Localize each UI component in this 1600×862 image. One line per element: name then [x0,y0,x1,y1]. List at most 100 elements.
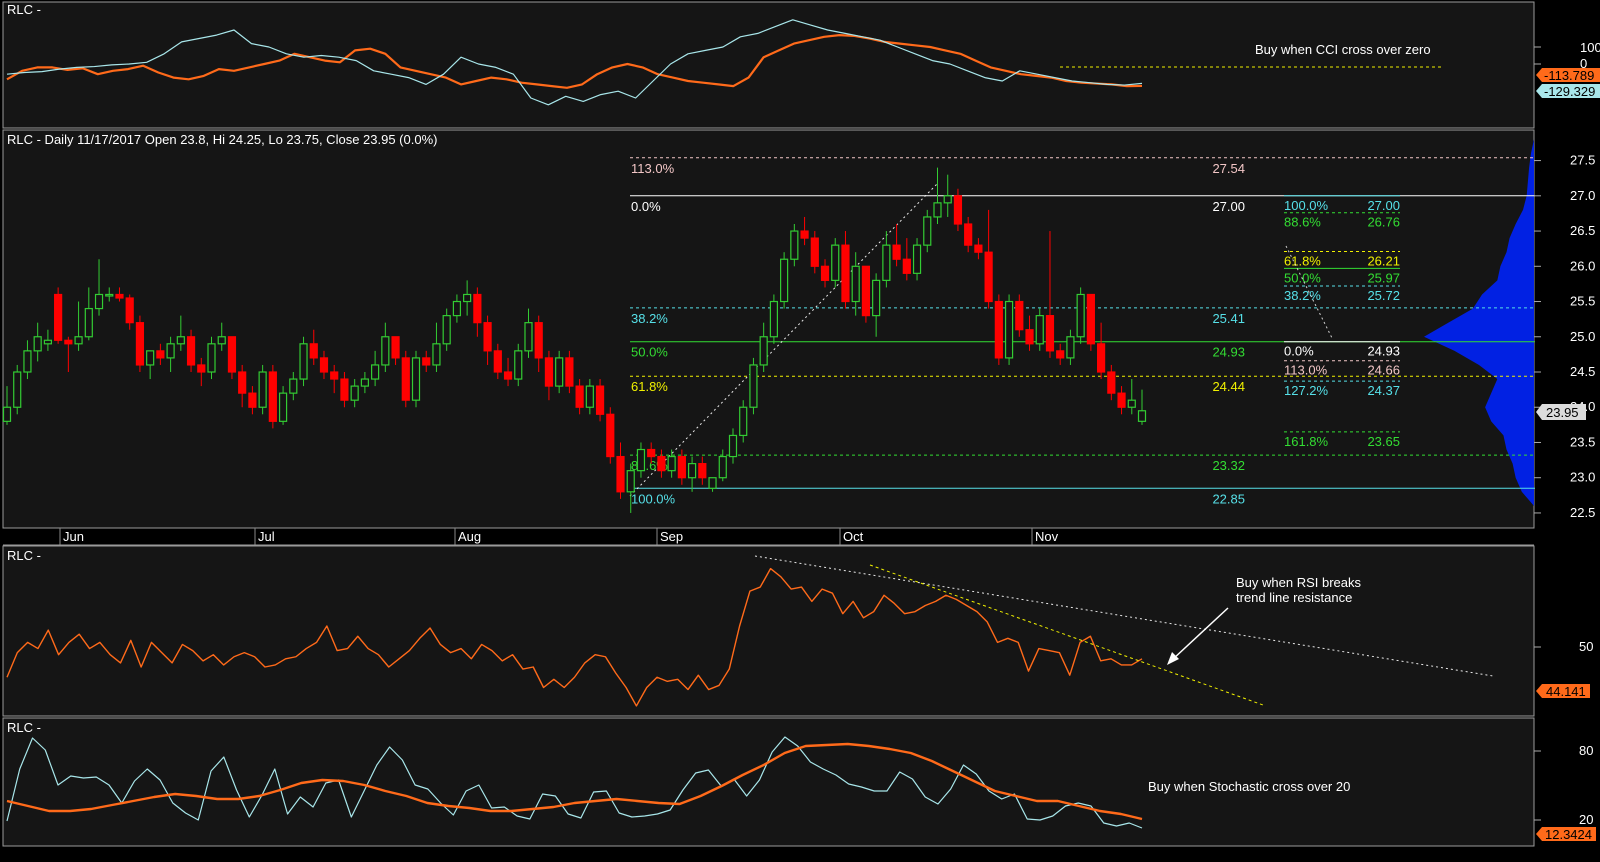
rsi-pane-title: RLC - [7,548,41,563]
candle-body-88 [902,258,911,274]
candle-body-58 [595,385,605,415]
candle-body-93 [953,195,963,225]
candle-body-34 [350,385,359,401]
fib-right-price-3: 25.97 [1367,270,1400,285]
fib-right-label-1: 88.6% [1284,215,1321,230]
price-tick-label-3: 26.0 [1570,258,1595,273]
candle-body-35 [360,378,369,387]
candle-body-98 [1004,300,1014,359]
rsi-annotation-line2: trend line resistance [1236,590,1352,605]
candle-body-6 [64,339,73,345]
candle-body-45 [463,293,472,303]
rsi-last-value-tag [1536,684,1590,698]
candle-body-0 [2,406,12,422]
fib-right-price-4: 25.72 [1367,288,1400,303]
fib-right-label-0: 100.0% [1284,198,1329,213]
candle-body-109 [1117,392,1126,408]
last-price-tag: 23.95 [1536,404,1586,420]
candle-body-65 [667,455,676,472]
candle-body-103 [1056,350,1065,359]
volume-profile [1424,139,1534,506]
rsi-line [6,567,1143,707]
volume-profile-shape [1424,139,1534,506]
candle-body-102 [1045,315,1055,352]
candle-body-37 [381,336,390,366]
fib-right-label-4: 38.2% [1284,288,1321,303]
candle-body-46 [473,293,482,324]
fib-right-price-1: 26.76 [1367,215,1400,230]
price-pane[interactable]: RLC - Daily 11/17/2017 Open 23.8, Hi 24.… [2,129,1595,546]
candle-body-3 [33,336,42,352]
cci-last-value-orange: -113.789 [1544,68,1594,83]
rsi-pane[interactable]: RLC - Buy when RSI breaks trend line res… [2,545,1593,717]
candle-body-63 [647,448,656,458]
candle-body-59 [606,413,615,458]
candle-body-44 [452,300,462,317]
price-tick-label-2: 26.5 [1570,223,1595,238]
rsi-last-value: 44.141 [1546,684,1586,699]
cci-lines [6,19,1143,106]
candle-body-53 [544,357,554,387]
fib-right-label-3: 50.0% [1284,270,1321,285]
candle-body-41 [422,357,431,366]
candle-body-26 [268,371,277,422]
candle-body-48 [493,350,502,373]
candle-body-64 [657,455,666,472]
candle-body-78 [800,230,809,239]
candle-body-74 [759,336,768,366]
price-tick-label-4: 25.5 [1570,294,1595,309]
candle-body-66 [677,455,686,479]
candle-body-104 [1066,336,1075,359]
price-tick-label-6: 24.5 [1570,364,1595,379]
fib-left-label-3: 50.0% [631,345,668,360]
candle-body-38 [391,336,400,359]
fib-projection-connector [1285,245,1333,339]
candle-body-81 [831,244,840,281]
candle-body-71 [728,434,738,458]
stochastic-pane[interactable]: RLC - Buy when Stochastic cross over 20 … [2,717,1596,847]
fib-right-label-6: 113.0% [1284,363,1328,378]
candle-body-2 [23,350,32,373]
stoch-last-value-tag [1536,827,1596,841]
candle-body-25 [258,371,267,408]
stochastic-lines [6,736,1143,829]
candle-body-111 [1137,410,1147,422]
candle-body-12 [125,297,134,324]
candle-body-4 [43,339,53,345]
fib-left-price-3: 24.93 [1212,345,1245,360]
candle-body-13 [135,322,145,366]
candle-body-95 [974,244,983,253]
candle-body-99 [1015,300,1024,331]
candle-body-27 [278,392,288,422]
candle-body-18 [186,336,196,366]
fib-right-label-2: 61.8% [1284,253,1321,268]
month-label-3: Sep [660,529,683,544]
stoch-d-line [6,742,1143,821]
candle-body-16 [166,343,175,359]
candle-body-11 [115,293,124,299]
fib-left-price-4: 24.44 [1212,379,1245,394]
candle-body-56 [575,385,584,408]
candle-body-77 [790,230,799,260]
candle-body-69 [708,477,717,489]
fib-right-label-7: 127.2% [1284,383,1329,398]
fib-right-price-8: 23.65 [1367,434,1400,449]
fib-right-price-6: 24.66 [1367,363,1400,378]
candle-body-21 [217,336,226,345]
fib-left-price-1: 27.00 [1212,199,1245,214]
candle-body-8 [84,307,93,338]
fib-right-label-8: 161.8% [1284,434,1329,449]
candle-body-82 [841,244,850,303]
fib-left-price-5: 23.32 [1212,458,1245,473]
stoch-axis-tick-80: 80 [1579,743,1593,758]
fib-left-label-1: 0.0% [631,199,661,214]
candle-body-100 [1025,329,1034,345]
cci-axis-tick-0: 0 [1580,56,1587,71]
fib-right-price-0: 27.00 [1367,198,1400,213]
cci-pane[interactable]: RLC - Buy when CCI cross over zero 100 0… [2,1,1600,129]
month-label-5: Nov [1035,529,1059,544]
candle-body-83 [851,265,860,303]
candle-body-107 [1096,343,1106,373]
cci-y-axis: 100 0 -113.789 -129.329 [1534,40,1600,99]
cci-pane-title: RLC - [7,2,41,17]
